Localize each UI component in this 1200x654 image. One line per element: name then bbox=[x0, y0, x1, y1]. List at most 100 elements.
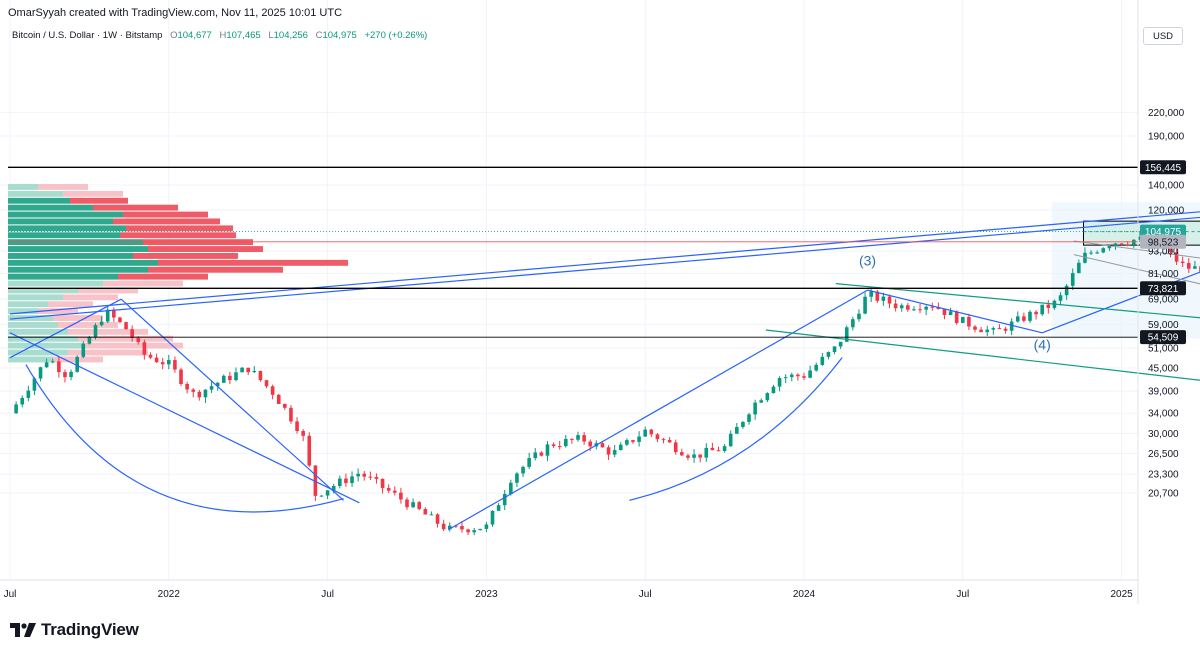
candle-body bbox=[789, 374, 794, 378]
candle-body bbox=[26, 390, 31, 398]
trendline-upper bbox=[9, 211, 1200, 315]
candle-body bbox=[1125, 244, 1130, 246]
y-tick-label: 26,500 bbox=[1148, 449, 1179, 460]
candle-body bbox=[496, 505, 501, 511]
candle-body bbox=[753, 402, 757, 415]
tradingview-logo[interactable]: TradingView bbox=[10, 620, 139, 640]
candle-body bbox=[344, 478, 348, 484]
candle-body bbox=[509, 482, 513, 494]
candle-body bbox=[429, 514, 434, 516]
volume-profile-up-bar bbox=[8, 349, 68, 356]
candle-body bbox=[1009, 321, 1014, 331]
price-label-text: 54,509 bbox=[1148, 333, 1179, 344]
x-tick-label: Jul bbox=[321, 589, 334, 600]
author-credit: OmarSyyah created with TradingView.com, … bbox=[8, 7, 343, 19]
candle-body bbox=[673, 442, 678, 453]
candle-body bbox=[796, 374, 800, 377]
candle-body bbox=[405, 499, 409, 508]
candle-body bbox=[118, 317, 122, 323]
high-label: H bbox=[219, 30, 227, 41]
candle-body bbox=[423, 509, 428, 515]
candle-body bbox=[283, 403, 287, 408]
candle-body bbox=[313, 465, 318, 496]
tradingview-wordmark: TradingView bbox=[41, 620, 139, 639]
candle-body bbox=[576, 435, 580, 440]
currency-button[interactable]: USD bbox=[1143, 27, 1183, 45]
volume-profile-up-bar bbox=[8, 273, 118, 280]
x-tick-label: 2025 bbox=[1110, 589, 1133, 600]
volume-profile-down-bar bbox=[68, 349, 148, 356]
candle-body bbox=[735, 426, 739, 434]
candle-body bbox=[747, 414, 751, 422]
candle-body bbox=[466, 529, 470, 533]
candle-body bbox=[301, 430, 305, 436]
price-label-text: 104,975 bbox=[1145, 227, 1182, 238]
candle-body bbox=[435, 514, 440, 524]
candle-body bbox=[973, 326, 977, 330]
candle-body bbox=[179, 369, 183, 384]
candle-body bbox=[197, 391, 202, 398]
candle-body bbox=[991, 328, 996, 330]
candle-body bbox=[661, 439, 666, 441]
price-label-previous bbox=[1140, 234, 1186, 249]
candle-body bbox=[588, 441, 593, 447]
candle-body bbox=[954, 311, 959, 324]
candle-body bbox=[582, 435, 586, 442]
candle-body bbox=[557, 446, 562, 448]
candle-body bbox=[136, 337, 141, 343]
price-label-text: 73,821 bbox=[1148, 284, 1179, 295]
volume-profile-up-bar bbox=[8, 253, 133, 259]
x-tick-label: Jul bbox=[639, 589, 652, 600]
volume-profile-down-bar bbox=[68, 328, 148, 335]
candle-body bbox=[716, 450, 721, 452]
candle-body bbox=[692, 454, 696, 458]
candle-body bbox=[130, 329, 134, 338]
candle-body bbox=[979, 329, 983, 333]
volume-profile-down-bar bbox=[123, 211, 208, 218]
y-tick-label: 23,300 bbox=[1148, 470, 1179, 481]
candle-body bbox=[887, 296, 892, 304]
candle-body bbox=[912, 309, 916, 311]
time-axis[interactable]: Jul2022Jul2023Jul2024Jul2025Jul2026Jul20… bbox=[4, 589, 1200, 600]
candle-body bbox=[521, 466, 525, 474]
change-value: +270 (+0.26%) bbox=[364, 30, 428, 41]
candle-body bbox=[160, 362, 165, 365]
volume-profile-up-bar bbox=[8, 266, 148, 273]
horizontal-levels[interactable] bbox=[8, 166, 1138, 338]
candle-body bbox=[948, 311, 953, 316]
candle-body bbox=[600, 443, 605, 448]
candle-body bbox=[112, 309, 116, 318]
candle-body bbox=[502, 493, 507, 506]
volume-profile-up-bar bbox=[8, 218, 113, 225]
candle-body bbox=[1034, 311, 1038, 315]
minor-channel-upper bbox=[1073, 240, 1200, 259]
candle-body bbox=[75, 356, 79, 372]
volume-profile-down-bar bbox=[120, 232, 236, 239]
candle-body bbox=[1107, 245, 1112, 249]
volume-profile-down-bar bbox=[78, 335, 173, 342]
candle-body bbox=[1083, 252, 1087, 263]
candle-body bbox=[350, 476, 354, 484]
symbol-title[interactable]: Bitcoin / U.S. Dollar · 1W · Bitstamp bbox=[12, 30, 163, 41]
low-value: 104,256 bbox=[273, 30, 308, 41]
candle-body bbox=[228, 375, 232, 381]
volume-profile-down-bar bbox=[126, 225, 233, 232]
volume-profile-up-bar bbox=[8, 197, 70, 204]
y-tick-label: 59,000 bbox=[1148, 320, 1179, 331]
candle-body bbox=[417, 502, 422, 510]
candle-body bbox=[527, 458, 531, 467]
candle-body bbox=[331, 486, 336, 491]
impulse-wave-5 bbox=[1041, 271, 1200, 334]
candle-body bbox=[643, 429, 647, 437]
candle-body bbox=[1180, 261, 1185, 264]
volume-profile-down-bar bbox=[148, 246, 263, 252]
impulse-wave-3 bbox=[447, 289, 868, 531]
volume-profile-down-bar bbox=[38, 308, 78, 315]
volume-profile-down-bar bbox=[148, 266, 283, 273]
price-axis[interactable]: 220,000 190,000 140,000 120,000 93,000 81,000… bbox=[1148, 108, 1185, 500]
drawings[interactable] bbox=[9, 156, 1200, 531]
candle-body bbox=[808, 370, 812, 378]
candle-body bbox=[942, 309, 947, 316]
